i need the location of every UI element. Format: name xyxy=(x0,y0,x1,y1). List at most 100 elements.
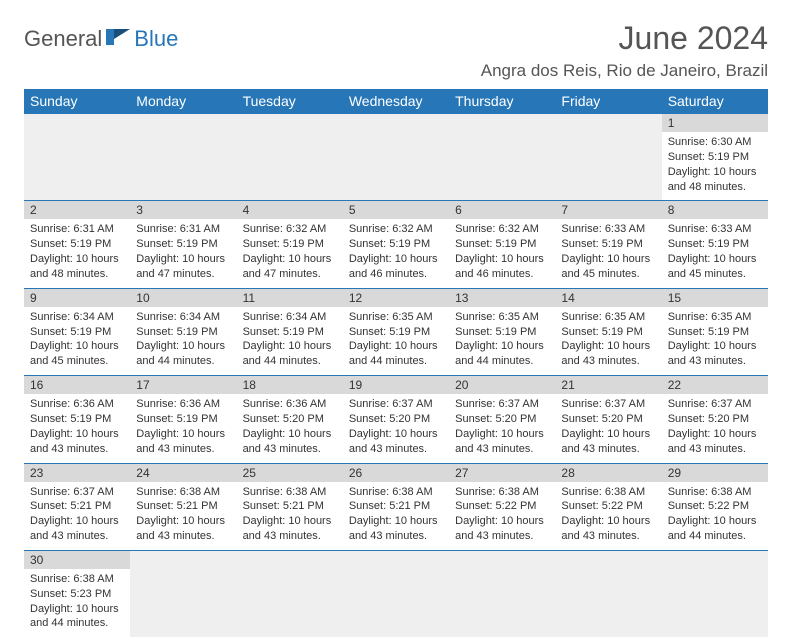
sunset-text: Sunset: 5:19 PM xyxy=(561,237,655,252)
day-cell: Sunrise: 6:31 AMSunset: 5:19 PMDaylight:… xyxy=(24,219,130,288)
sunrise-text: Sunrise: 6:38 AM xyxy=(455,485,549,500)
sunset-text: Sunset: 5:19 PM xyxy=(136,325,230,340)
daylight-text-2: and 48 minutes. xyxy=(668,180,762,195)
day-cell: Sunrise: 6:32 AMSunset: 5:19 PMDaylight:… xyxy=(343,219,449,288)
sunrise-text: Sunrise: 6:38 AM xyxy=(30,572,124,587)
day-header: Saturday xyxy=(662,89,768,114)
day-number-cell xyxy=(130,114,236,133)
day-cell: Sunrise: 6:37 AMSunset: 5:21 PMDaylight:… xyxy=(24,482,130,551)
daylight-text-2: and 43 minutes. xyxy=(243,529,337,544)
daylight-text-2: and 47 minutes. xyxy=(243,267,337,282)
sunset-text: Sunset: 5:21 PM xyxy=(349,499,443,514)
daynum-row: 16171819202122 xyxy=(24,376,768,395)
sunrise-text: Sunrise: 6:37 AM xyxy=(455,397,549,412)
day-header: Thursday xyxy=(449,89,555,114)
day-number-cell: 7 xyxy=(555,201,661,220)
day-number-cell: 3 xyxy=(130,201,236,220)
daylight-text-1: Daylight: 10 hours xyxy=(668,339,762,354)
day-number-cell: 1 xyxy=(662,114,768,133)
sunrise-text: Sunrise: 6:34 AM xyxy=(243,310,337,325)
daylight-text-1: Daylight: 10 hours xyxy=(349,339,443,354)
day-cell: Sunrise: 6:33 AMSunset: 5:19 PMDaylight:… xyxy=(662,219,768,288)
day-cell: Sunrise: 6:38 AMSunset: 5:23 PMDaylight:… xyxy=(24,569,130,637)
day-number-cell: 18 xyxy=(237,376,343,395)
sunrise-text: Sunrise: 6:33 AM xyxy=(561,222,655,237)
daylight-text-2: and 44 minutes. xyxy=(30,616,124,631)
daylight-text-2: and 43 minutes. xyxy=(349,529,443,544)
day-cell xyxy=(662,569,768,637)
daylight-text-2: and 43 minutes. xyxy=(30,529,124,544)
day-cell xyxy=(237,132,343,201)
daylight-text-1: Daylight: 10 hours xyxy=(455,427,549,442)
week-row: Sunrise: 6:34 AMSunset: 5:19 PMDaylight:… xyxy=(24,307,768,376)
header: General Blue June 2024 Angra dos Reis, R… xyxy=(24,20,768,81)
day-cell: Sunrise: 6:35 AMSunset: 5:19 PMDaylight:… xyxy=(343,307,449,376)
sunrise-text: Sunrise: 6:31 AM xyxy=(30,222,124,237)
daylight-text-2: and 43 minutes. xyxy=(561,442,655,457)
day-cell: Sunrise: 6:38 AMSunset: 5:21 PMDaylight:… xyxy=(237,482,343,551)
month-title: June 2024 xyxy=(481,20,768,57)
daylight-text-1: Daylight: 10 hours xyxy=(561,339,655,354)
day-number-cell xyxy=(343,114,449,133)
daylight-text-2: and 46 minutes. xyxy=(455,267,549,282)
daylight-text-2: and 43 minutes. xyxy=(349,442,443,457)
daylight-text-2: and 45 minutes. xyxy=(30,354,124,369)
day-number-cell: 22 xyxy=(662,376,768,395)
day-number-cell: 11 xyxy=(237,288,343,307)
title-block: June 2024 Angra dos Reis, Rio de Janeiro… xyxy=(481,20,768,81)
day-cell: Sunrise: 6:35 AMSunset: 5:19 PMDaylight:… xyxy=(662,307,768,376)
sunrise-text: Sunrise: 6:34 AM xyxy=(136,310,230,325)
sunset-text: Sunset: 5:21 PM xyxy=(136,499,230,514)
daylight-text-2: and 43 minutes. xyxy=(455,529,549,544)
sunset-text: Sunset: 5:19 PM xyxy=(30,325,124,340)
daylight-text-2: and 43 minutes. xyxy=(561,354,655,369)
sunrise-text: Sunrise: 6:36 AM xyxy=(243,397,337,412)
day-cell xyxy=(343,569,449,637)
daylight-text-1: Daylight: 10 hours xyxy=(349,514,443,529)
day-number-cell: 2 xyxy=(24,201,130,220)
sunset-text: Sunset: 5:22 PM xyxy=(668,499,762,514)
week-row: Sunrise: 6:31 AM Sunset: 5:19 PM Daylight:… xyxy=(24,219,768,288)
daylight-text-1: Daylight: 10 hours xyxy=(668,514,762,529)
daylight-text-2: and 43 minutes. xyxy=(561,529,655,544)
sunrise-text: Sunrise: 6:35 AM xyxy=(668,310,762,325)
sunrise-text: Sunrise: 6:35 AM xyxy=(561,310,655,325)
sunrise-text: Sunrise: 6:37 AM xyxy=(349,397,443,412)
day-cell: Sunrise: 6:38 AMSunset: 5:21 PMDaylight:… xyxy=(130,482,236,551)
day-cell: Sunrise: 6:38 AMSunset: 5:21 PMDaylight:… xyxy=(343,482,449,551)
sunset-text: Sunset: 5:21 PM xyxy=(30,499,124,514)
daylight-text-2: and 45 minutes. xyxy=(561,267,655,282)
sunset-text: Sunset: 5:20 PM xyxy=(668,412,762,427)
sunset-text: Sunset: 5:19 PM xyxy=(349,325,443,340)
week-row: Sunrise: 6:38 AMSunset: 5:23 PMDaylight:… xyxy=(24,569,768,637)
day-cell: Sunrise: 6:37 AMSunset: 5:20 PMDaylight:… xyxy=(555,394,661,463)
day-cell: Sunrise: 6:37 AMSunset: 5:20 PMDaylight:… xyxy=(449,394,555,463)
sunset-text: Sunset: 5:19 PM xyxy=(455,325,549,340)
day-cell: Sunrise: 6:35 AMSunset: 5:19 PMDaylight:… xyxy=(555,307,661,376)
sunset-text: Sunset: 5:19 PM xyxy=(30,412,124,427)
day-number-cell: 17 xyxy=(130,376,236,395)
sunrise-text: Sunrise: 6:35 AM xyxy=(455,310,549,325)
day-cell xyxy=(130,132,236,201)
day-header: Monday xyxy=(130,89,236,114)
day-number-cell: 30 xyxy=(24,550,130,569)
daylight-text-1: Daylight: 10 hours xyxy=(30,427,124,442)
daylight-text-1: Daylight: 10 hours xyxy=(349,427,443,442)
daylight-text-2: and 43 minutes. xyxy=(30,442,124,457)
day-number-cell: 27 xyxy=(449,463,555,482)
daylight-text-1: Daylight: 10 hours xyxy=(668,252,762,267)
daylight-text-1: Daylight: 10 hours xyxy=(30,252,124,267)
daylight-text-1: Daylight: 10 hours xyxy=(349,252,443,267)
daylight-text-2: and 45 minutes. xyxy=(668,267,762,282)
day-cell: Sunrise: 6:38 AMSunset: 5:22 PMDaylight:… xyxy=(662,482,768,551)
day-number-cell: 16 xyxy=(24,376,130,395)
daylight-text-1: Daylight: 10 hours xyxy=(243,427,337,442)
week-row: Sunrise: 6:37 AMSunset: 5:21 PMDaylight:… xyxy=(24,482,768,551)
daynum-row: 23242526272829 xyxy=(24,463,768,482)
sunrise-text: Sunrise: 6:32 AM xyxy=(455,222,549,237)
sunrise-text: Sunrise: 6:33 AM xyxy=(668,222,762,237)
daylight-text-2: and 44 minutes. xyxy=(243,354,337,369)
daylight-text-1: Daylight: 10 hours xyxy=(136,339,230,354)
calendar-table: SundayMondayTuesdayWednesdayThursdayFrid… xyxy=(24,89,768,637)
day-cell: Sunrise: 6:32 AMSunset: 5:19 PMDaylight:… xyxy=(237,219,343,288)
